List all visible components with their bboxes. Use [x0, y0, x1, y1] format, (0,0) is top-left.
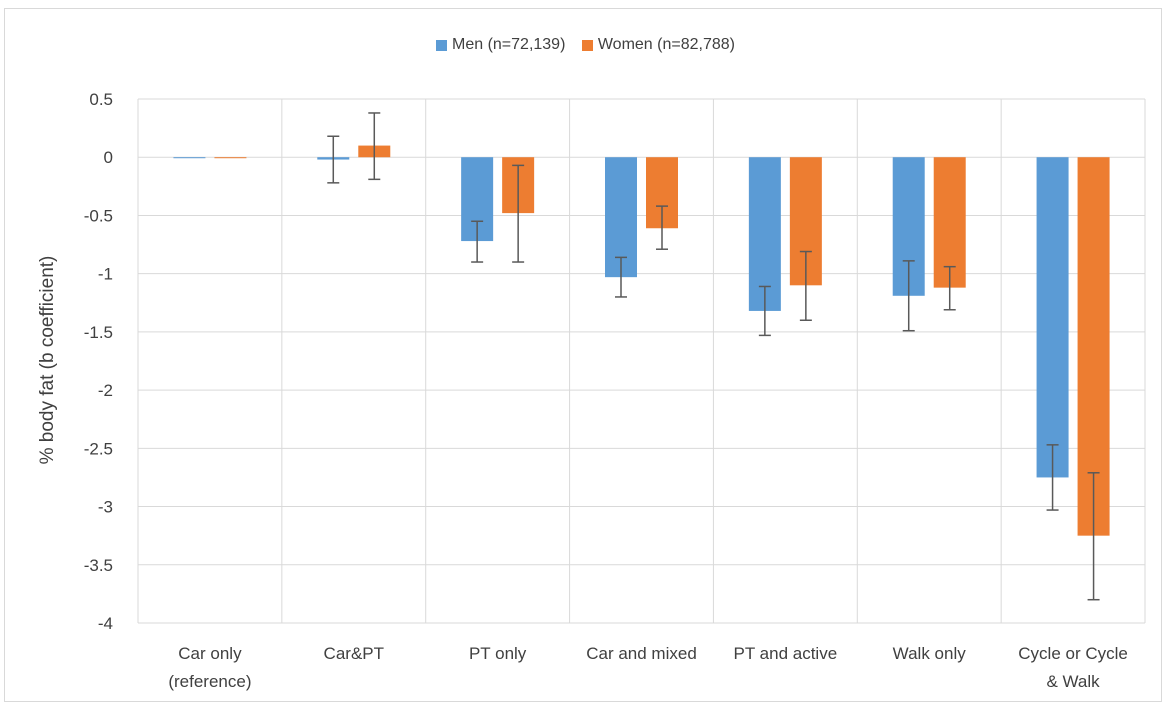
x-tick-label: Cycle or Cycle [1018, 644, 1128, 663]
y-tick-label: -0.5 [84, 206, 113, 225]
legend-label-women: Women (n=82,788) [597, 36, 735, 53]
x-tick-label: Car and mixed [586, 644, 697, 663]
legend-item-men: Men (n=72,139) [436, 36, 565, 54]
y-tick-label: -3 [98, 498, 113, 517]
bar-men [748, 157, 781, 311]
x-tick-label: Car only [178, 644, 242, 663]
y-tick-label: -1 [98, 265, 113, 284]
bar-men [173, 157, 206, 159]
legend: Men (n=72,139) Women (n=82,788) [0, 36, 1171, 56]
bar-men [1036, 157, 1069, 478]
bar-women [214, 157, 247, 159]
y-tick-label: -4 [98, 614, 113, 633]
legend-swatch-men [436, 39, 447, 51]
y-tick-label: 0.5 [89, 90, 113, 109]
chart-frame [4, 8, 1162, 702]
y-tick-label: 0 [104, 148, 113, 167]
y-tick-label: -3.5 [84, 556, 113, 575]
x-tick-label: Walk only [893, 644, 967, 663]
x-tick-label: PT and active [734, 644, 838, 663]
y-tick-label: -2.5 [84, 439, 113, 458]
y-tick-label: -2 [98, 381, 113, 400]
bar-women [933, 157, 966, 288]
x-tick-label: PT only [469, 644, 527, 663]
x-tick-label: & Walk [1046, 672, 1100, 691]
x-tick-label: Car&PT [324, 644, 384, 663]
legend-swatch-women [581, 39, 593, 51]
y-tick-label: -1.5 [84, 323, 113, 342]
legend-item-women: Women (n=82,788) [581, 36, 735, 54]
legend-label-men: Men (n=72,139) [452, 36, 566, 53]
x-tick-label: (reference) [168, 672, 251, 691]
